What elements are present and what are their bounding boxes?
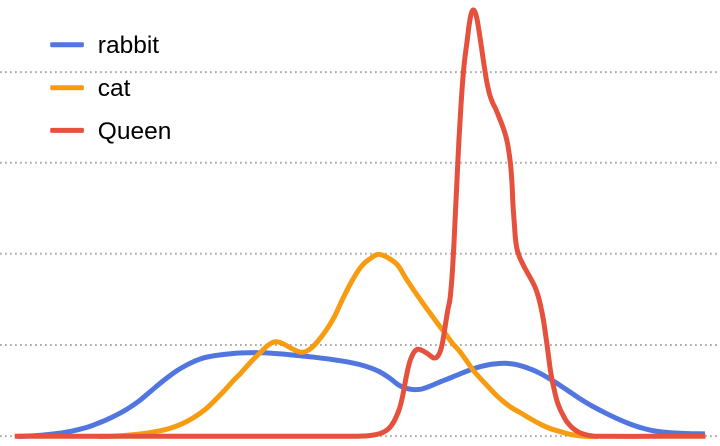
svg-text:cat: cat — [98, 75, 131, 102]
svg-text:rabbit: rabbit — [98, 32, 159, 59]
svg-text:Queen: Queen — [98, 118, 172, 145]
